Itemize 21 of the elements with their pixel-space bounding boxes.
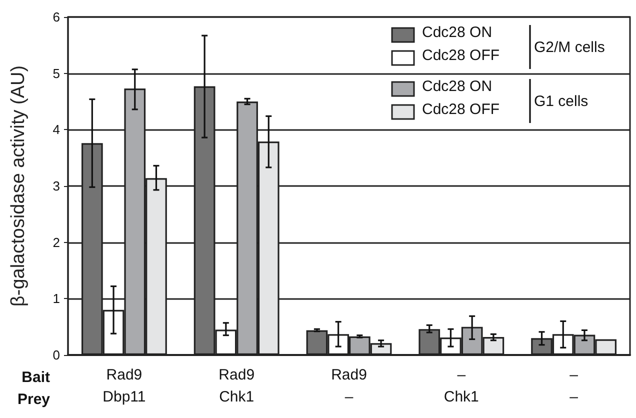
legend-label: Cdc28 ON xyxy=(422,24,492,41)
y-tick-label: 4 xyxy=(52,122,60,138)
x-tick-label: Rad9 Dbp11 xyxy=(102,366,146,406)
x-tick-label: Rad9 – xyxy=(331,366,367,406)
y-tick-label: 3 xyxy=(52,178,60,194)
y-tick-label: 2 xyxy=(52,234,60,250)
legend-label: Cdc28 OFF xyxy=(422,101,500,118)
legend-label: Cdc28 OFF xyxy=(422,47,500,64)
x-tick-label: – Chk1 xyxy=(444,366,479,406)
y-tick-label: 0 xyxy=(52,348,60,362)
x-tick-label: Rad9 Chk1 xyxy=(218,366,255,406)
annotation: G2/M cells xyxy=(534,39,605,56)
text: Bait xyxy=(22,369,50,386)
annotation: G1 cells xyxy=(534,93,588,110)
legend-label: Cdc28 ON xyxy=(422,78,492,95)
y-axis-title: β-galactosidase activity (AU) xyxy=(8,65,29,307)
y-tick-label: 1 xyxy=(52,291,60,306)
y-tick-label: 5 xyxy=(52,66,60,81)
x-tick-label: – – xyxy=(570,366,579,406)
y-tick-label: 6 xyxy=(52,10,60,24)
text: Prey xyxy=(17,391,51,408)
